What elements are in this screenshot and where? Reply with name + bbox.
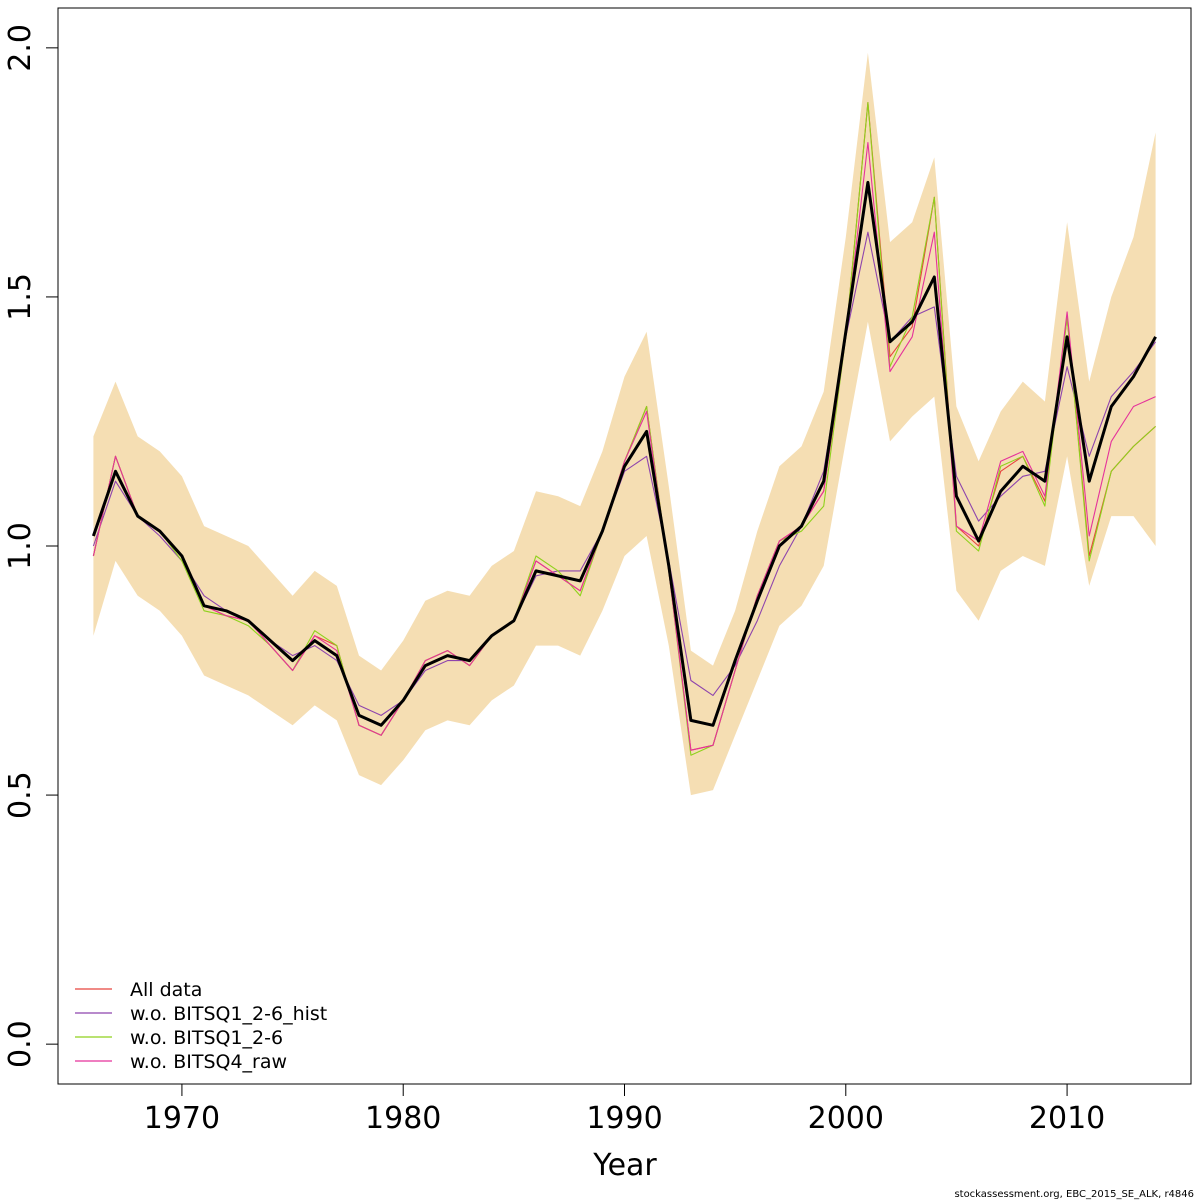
y-tick-label: 0.5 bbox=[3, 771, 38, 819]
x-tick-label: 1990 bbox=[586, 1101, 662, 1136]
main-estimate-line bbox=[91, 180, 1157, 727]
y-tick-label: 2.0 bbox=[3, 24, 38, 72]
y-tick-label: 1.0 bbox=[3, 522, 38, 570]
confidence-band-layer bbox=[93, 52, 1156, 796]
x-tick-label: 1980 bbox=[365, 1101, 441, 1136]
x-axis-title: Year bbox=[592, 1148, 657, 1183]
legend-label-3: w.o. BITSQ1_2-6 bbox=[130, 1027, 283, 1049]
x-tick-label: 2010 bbox=[1029, 1101, 1105, 1136]
legend-label-2: w.o. BITSQ1_2-6_hist bbox=[130, 1003, 327, 1025]
y-tick-label: 1.5 bbox=[3, 273, 38, 321]
y-axis: 0.0 0.5 1.0 1.5 2.0 bbox=[3, 24, 59, 1068]
x-axis: 1970 1980 1990 2000 2010 bbox=[144, 1083, 1105, 1136]
footer-note: stockassessment.org, EBC_2015_SE_ALK, r4… bbox=[954, 1189, 1194, 1200]
y-tick-label: 0.0 bbox=[3, 1020, 38, 1068]
x-tick-label: 2000 bbox=[808, 1101, 884, 1136]
confidence-band bbox=[93, 52, 1156, 796]
x-tick-label: 1970 bbox=[144, 1101, 220, 1136]
legend-label-1: All data bbox=[130, 979, 202, 1001]
main-line-layer bbox=[91, 180, 1157, 727]
legend-label-4: w.o. BITSQ4_raw bbox=[130, 1051, 287, 1073]
